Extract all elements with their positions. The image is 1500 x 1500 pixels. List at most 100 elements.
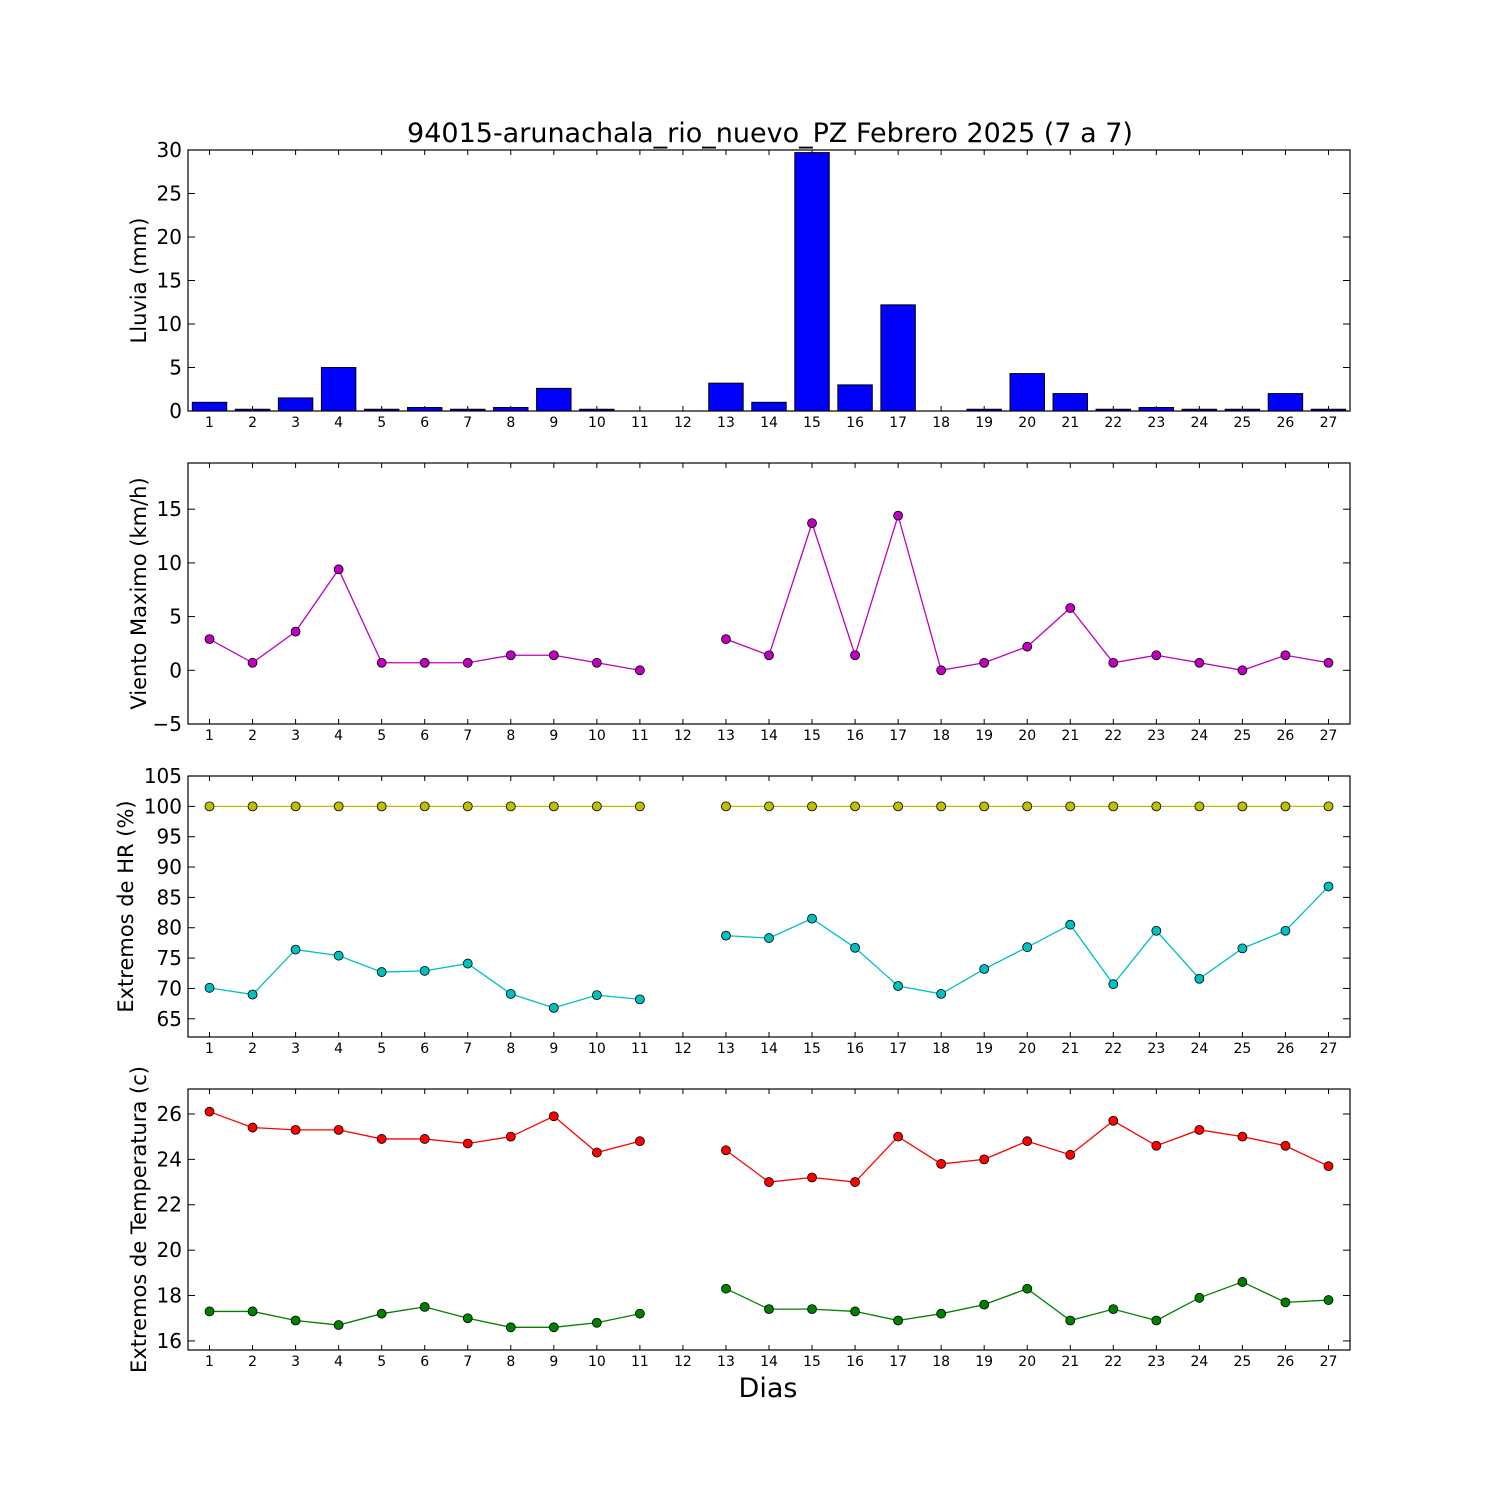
rain-bar bbox=[191, 401, 228, 412]
x-tick-label: 7 bbox=[463, 415, 472, 431]
data-point bbox=[548, 801, 559, 812]
x-tick-label: 6 bbox=[420, 728, 429, 744]
x-tick-label: 20 bbox=[1018, 415, 1036, 431]
x-tick-label: 26 bbox=[1277, 1041, 1295, 1057]
data-point bbox=[376, 1134, 387, 1144]
x-tick-label: 2 bbox=[248, 1041, 257, 1057]
data-point bbox=[979, 801, 990, 812]
x-tick-label: 3 bbox=[291, 1041, 300, 1057]
data-point bbox=[376, 967, 387, 977]
data-point bbox=[290, 944, 301, 955]
data-point bbox=[721, 1283, 731, 1294]
data-point bbox=[1280, 801, 1291, 812]
data-point bbox=[290, 626, 301, 637]
y-tick-label: 20 bbox=[157, 1238, 182, 1262]
data-point bbox=[979, 657, 990, 668]
plot-frame bbox=[187, 149, 1351, 412]
x-tick-label: 5 bbox=[377, 415, 386, 431]
x-tick-label: 23 bbox=[1147, 728, 1165, 744]
data-point bbox=[1194, 657, 1205, 668]
x-tick-label: 27 bbox=[1320, 1354, 1338, 1370]
y-tick-label: 100 bbox=[144, 794, 182, 818]
rain-bar bbox=[536, 387, 572, 412]
rain-bar bbox=[320, 367, 357, 412]
x-tick-label: 18 bbox=[932, 728, 950, 744]
y-tick-label: 90 bbox=[157, 855, 182, 879]
plot-frame bbox=[187, 1088, 1351, 1351]
data-point bbox=[419, 965, 430, 976]
x-tick-label: 21 bbox=[1061, 415, 1079, 431]
x-tick-label: 25 bbox=[1233, 415, 1251, 431]
data-point bbox=[290, 1315, 301, 1326]
x-tick-label: 26 bbox=[1277, 415, 1295, 431]
x-tick-label: 4 bbox=[334, 1354, 343, 1370]
y-tick-label: 24 bbox=[157, 1147, 182, 1171]
x-tick-label: 1 bbox=[205, 1041, 214, 1057]
y-tick-label: 26 bbox=[157, 1102, 182, 1126]
y-tick-label: 0 bbox=[169, 399, 182, 423]
y-axis-label: Viento Maximo (km/h) bbox=[127, 477, 151, 709]
data-point bbox=[764, 1304, 774, 1315]
y-tick-label: 80 bbox=[157, 916, 182, 940]
data-point bbox=[419, 1301, 430, 1312]
rain-bar bbox=[794, 152, 830, 412]
data-point bbox=[764, 933, 774, 943]
data-point bbox=[850, 942, 860, 953]
x-tick-label: 16 bbox=[846, 415, 864, 431]
x-tick-label: 21 bbox=[1061, 1041, 1079, 1057]
x-tick-label: 7 bbox=[463, 1354, 472, 1370]
x-tick-label: 13 bbox=[717, 415, 735, 431]
data-point bbox=[893, 801, 904, 812]
chart-title: 94015-arunachala_rio_nuevo_PZ Febrero 20… bbox=[407, 118, 1133, 149]
data-point bbox=[721, 930, 731, 941]
series-line bbox=[725, 1119, 1329, 1183]
x-tick-label: 11 bbox=[631, 728, 649, 744]
plot-frame bbox=[187, 775, 1351, 1038]
data-point bbox=[764, 801, 774, 812]
y-tick-label: 0 bbox=[169, 658, 182, 682]
data-point bbox=[462, 801, 473, 812]
data-point bbox=[505, 801, 516, 812]
data-point bbox=[1323, 801, 1334, 812]
x-tick-label: 2 bbox=[248, 415, 257, 431]
rain-bar bbox=[837, 384, 873, 412]
rain-bar bbox=[1052, 393, 1088, 412]
data-point bbox=[979, 964, 990, 974]
x-tick-label: 25 bbox=[1233, 1354, 1251, 1370]
data-point bbox=[290, 1124, 301, 1135]
x-tick-label: 19 bbox=[975, 728, 993, 744]
y-tick-label: 15 bbox=[157, 497, 182, 521]
y-tick-label: 5 bbox=[169, 356, 182, 380]
data-point bbox=[247, 801, 258, 812]
data-point bbox=[591, 801, 602, 812]
data-point bbox=[204, 1306, 215, 1317]
data-point bbox=[247, 657, 258, 668]
x-tick-label: 15 bbox=[803, 728, 821, 744]
data-point bbox=[591, 990, 602, 1001]
data-point bbox=[893, 510, 904, 521]
series-line bbox=[209, 568, 641, 671]
x-tick-label: 13 bbox=[717, 1354, 735, 1370]
data-point bbox=[1065, 801, 1076, 812]
x-tick-label: 25 bbox=[1233, 728, 1251, 744]
x-tick-label: 4 bbox=[334, 728, 343, 744]
data-point bbox=[721, 801, 731, 812]
data-point bbox=[247, 989, 258, 1000]
data-point bbox=[936, 801, 947, 812]
rain-bar bbox=[277, 397, 314, 412]
x-tick-label: 5 bbox=[377, 1041, 386, 1057]
x-tick-label: 15 bbox=[803, 415, 821, 431]
data-point bbox=[1065, 1315, 1076, 1326]
y-axis-label: Extremos de Temperatura (c) bbox=[127, 1066, 151, 1373]
data-point bbox=[333, 801, 344, 812]
data-point bbox=[1280, 1297, 1291, 1308]
data-point bbox=[247, 1122, 258, 1133]
y-tick-label: 10 bbox=[157, 312, 182, 336]
data-point bbox=[807, 1304, 817, 1315]
y-tick-label: −5 bbox=[153, 712, 182, 736]
plot-frame bbox=[187, 462, 1351, 725]
x-tick-label: 8 bbox=[506, 1041, 515, 1057]
x-tick-label: 9 bbox=[549, 1041, 558, 1057]
x-tick-label: 13 bbox=[717, 1041, 735, 1057]
